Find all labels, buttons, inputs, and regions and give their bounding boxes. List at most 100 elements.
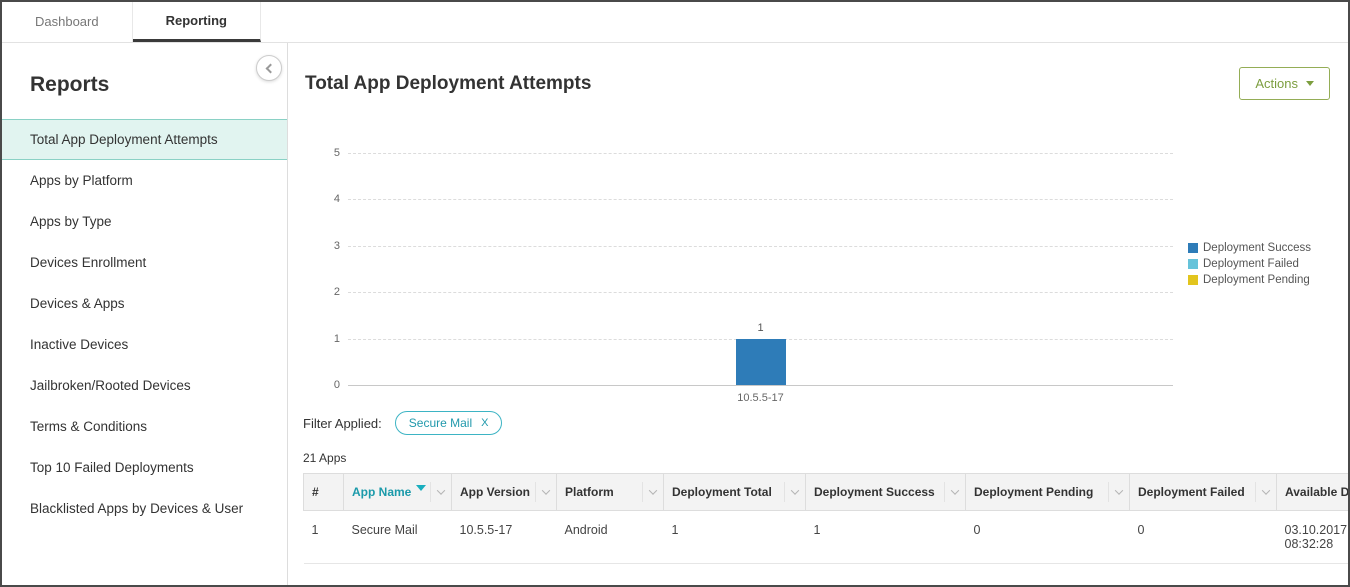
bar-value-label: 1 <box>736 322 786 334</box>
col-header-label: # <box>312 485 319 499</box>
col-header-label: App Version <box>460 485 530 499</box>
actions-button-label: Actions <box>1255 76 1298 91</box>
legend-label: Deployment Pending <box>1203 274 1310 286</box>
actions-button[interactable]: Actions <box>1239 67 1330 100</box>
sidebar-item-4[interactable]: Devices & Apps <box>2 283 287 324</box>
col-header-label: Platform <box>565 485 614 499</box>
page-title: Total App Deployment Attempts <box>305 73 591 95</box>
y-tick-label: 0 <box>322 379 340 391</box>
sidebar-item-0[interactable]: Total App Deployment Attempts <box>2 119 287 160</box>
table-cell: 03.10.2017 08:32:28 <box>1277 511 1349 564</box>
col-header-label: Deployment Total <box>672 485 772 499</box>
table-row: 1Secure Mail10.5.5-17Android110003.10.20… <box>304 511 1349 564</box>
tab-reporting[interactable]: Reporting <box>133 2 261 42</box>
table-cell: 0 <box>966 511 1130 564</box>
table-header-row: # App Name App Version Platform Deployment T… <box>304 474 1349 511</box>
column-dropdown[interactable] <box>1108 482 1129 502</box>
gridline <box>348 385 1173 386</box>
filter-chip[interactable]: Secure Mail X <box>395 411 503 435</box>
sidebar-item-7[interactable]: Terms & Conditions <box>2 406 287 447</box>
chart-legend: Deployment Success Deployment Failed Deplo… <box>1188 138 1348 385</box>
bar-deployment-success[interactable] <box>736 339 786 385</box>
col-header--[interactable]: # <box>304 474 344 511</box>
col-header-platform[interactable]: Platform <box>557 474 664 511</box>
chevron-down-icon <box>437 486 445 494</box>
legend-swatch-icon <box>1188 243 1198 253</box>
y-tick-label: 2 <box>322 286 340 298</box>
apps-count: 21 Apps <box>303 451 1348 465</box>
y-tick-label: 5 <box>322 147 340 159</box>
sidebar-collapse-button[interactable] <box>256 55 282 81</box>
y-tick-label: 4 <box>322 193 340 205</box>
filter-row: Filter Applied: Secure Mail X <box>303 411 1348 435</box>
column-dropdown[interactable] <box>430 482 451 502</box>
main-content: Total App Deployment Attempts Actions 01… <box>288 43 1348 585</box>
table-cell: Secure Mail <box>344 511 452 564</box>
sort-filter-icon <box>416 485 426 491</box>
col-header-app-name[interactable]: App Name <box>344 474 452 511</box>
table-cell: Android <box>557 511 664 564</box>
col-header-label: Available D <box>1285 485 1348 499</box>
report-table-wrap: # App Name App Version Platform Deployment T… <box>303 473 1348 564</box>
chevron-down-icon <box>791 486 799 494</box>
filter-chip-label: Secure Mail <box>409 416 472 430</box>
report-table: # App Name App Version Platform Deployment T… <box>303 473 1348 564</box>
gridline <box>348 246 1173 247</box>
tab-dashboard[interactable]: Dashboard <box>2 2 133 42</box>
legend-label: Deployment Failed <box>1203 258 1299 270</box>
table-cell: 1 <box>664 511 806 564</box>
sidebar: Reports Total App Deployment AttemptsApp… <box>2 43 288 585</box>
sidebar-item-9[interactable]: Blacklisted Apps by Devices & User <box>2 488 287 529</box>
table-cell: 10.5.5-17 <box>452 511 557 564</box>
gridline <box>348 292 1173 293</box>
column-dropdown[interactable] <box>535 482 556 502</box>
legend-label: Deployment Success <box>1203 242 1311 254</box>
legend-item: Deployment Pending <box>1188 274 1348 286</box>
chevron-down-icon <box>1115 486 1123 494</box>
chevron-down-icon <box>649 486 657 494</box>
sidebar-item-6[interactable]: Jailbroken/Rooted Devices <box>2 365 287 406</box>
gridline <box>348 153 1173 154</box>
col-header-deployment-success[interactable]: Deployment Success <box>806 474 966 511</box>
col-header-deployment-pending[interactable]: Deployment Pending <box>966 474 1130 511</box>
col-header-deployment-total[interactable]: Deployment Total <box>664 474 806 511</box>
table-cell: 1 <box>806 511 966 564</box>
column-dropdown[interactable] <box>642 482 663 502</box>
chart-section: 012345110.5.5-17 Deployment SuccessDeplo… <box>303 138 1348 385</box>
chevron-down-icon <box>1262 486 1270 494</box>
remove-filter-icon[interactable]: X <box>481 417 488 429</box>
sidebar-item-8[interactable]: Top 10 Failed Deployments <box>2 447 287 488</box>
legend-item: Deployment Success <box>1188 242 1348 254</box>
col-header-app-version[interactable]: App Version <box>452 474 557 511</box>
x-tick-label: 10.5.5-17 <box>737 392 783 404</box>
app-window: Dashboard Reporting Reports Total App De… <box>0 0 1350 587</box>
chevron-left-icon <box>266 63 276 73</box>
sidebar-item-5[interactable]: Inactive Devices <box>2 324 287 365</box>
legend-swatch-icon <box>1188 275 1198 285</box>
page-body: Reports Total App Deployment AttemptsApp… <box>2 43 1348 585</box>
gridline <box>348 199 1173 200</box>
y-tick-label: 1 <box>322 333 340 345</box>
chevron-down-icon <box>951 486 959 494</box>
col-header-deployment-failed[interactable]: Deployment Failed <box>1130 474 1277 511</box>
sidebar-title: Reports <box>30 73 287 97</box>
bar-chart: 012345110.5.5-17 <box>348 153 1173 385</box>
chevron-down-icon <box>542 486 550 494</box>
column-dropdown[interactable] <box>1255 482 1276 502</box>
column-dropdown[interactable] <box>784 482 805 502</box>
legend-item: Deployment Failed <box>1188 258 1348 270</box>
main-header: Total App Deployment Attempts Actions <box>303 43 1348 100</box>
sidebar-item-3[interactable]: Devices Enrollment <box>2 242 287 283</box>
col-header-label: Deployment Success <box>814 485 935 499</box>
col-header-label: Deployment Failed <box>1138 485 1245 499</box>
sidebar-item-2[interactable]: Apps by Type <box>2 201 287 242</box>
report-list: Total App Deployment AttemptsApps by Pla… <box>2 119 287 529</box>
table-cell: 1 <box>304 511 344 564</box>
col-header-label: Deployment Pending <box>974 485 1093 499</box>
sidebar-item-1[interactable]: Apps by Platform <box>2 160 287 201</box>
col-header-available-d[interactable]: Available D <box>1277 474 1349 511</box>
column-dropdown[interactable] <box>944 482 965 502</box>
filter-applied-label: Filter Applied: <box>303 416 382 431</box>
col-header-label: App Name <box>352 485 411 499</box>
table-body: 1Secure Mail10.5.5-17Android110003.10.20… <box>304 511 1349 564</box>
